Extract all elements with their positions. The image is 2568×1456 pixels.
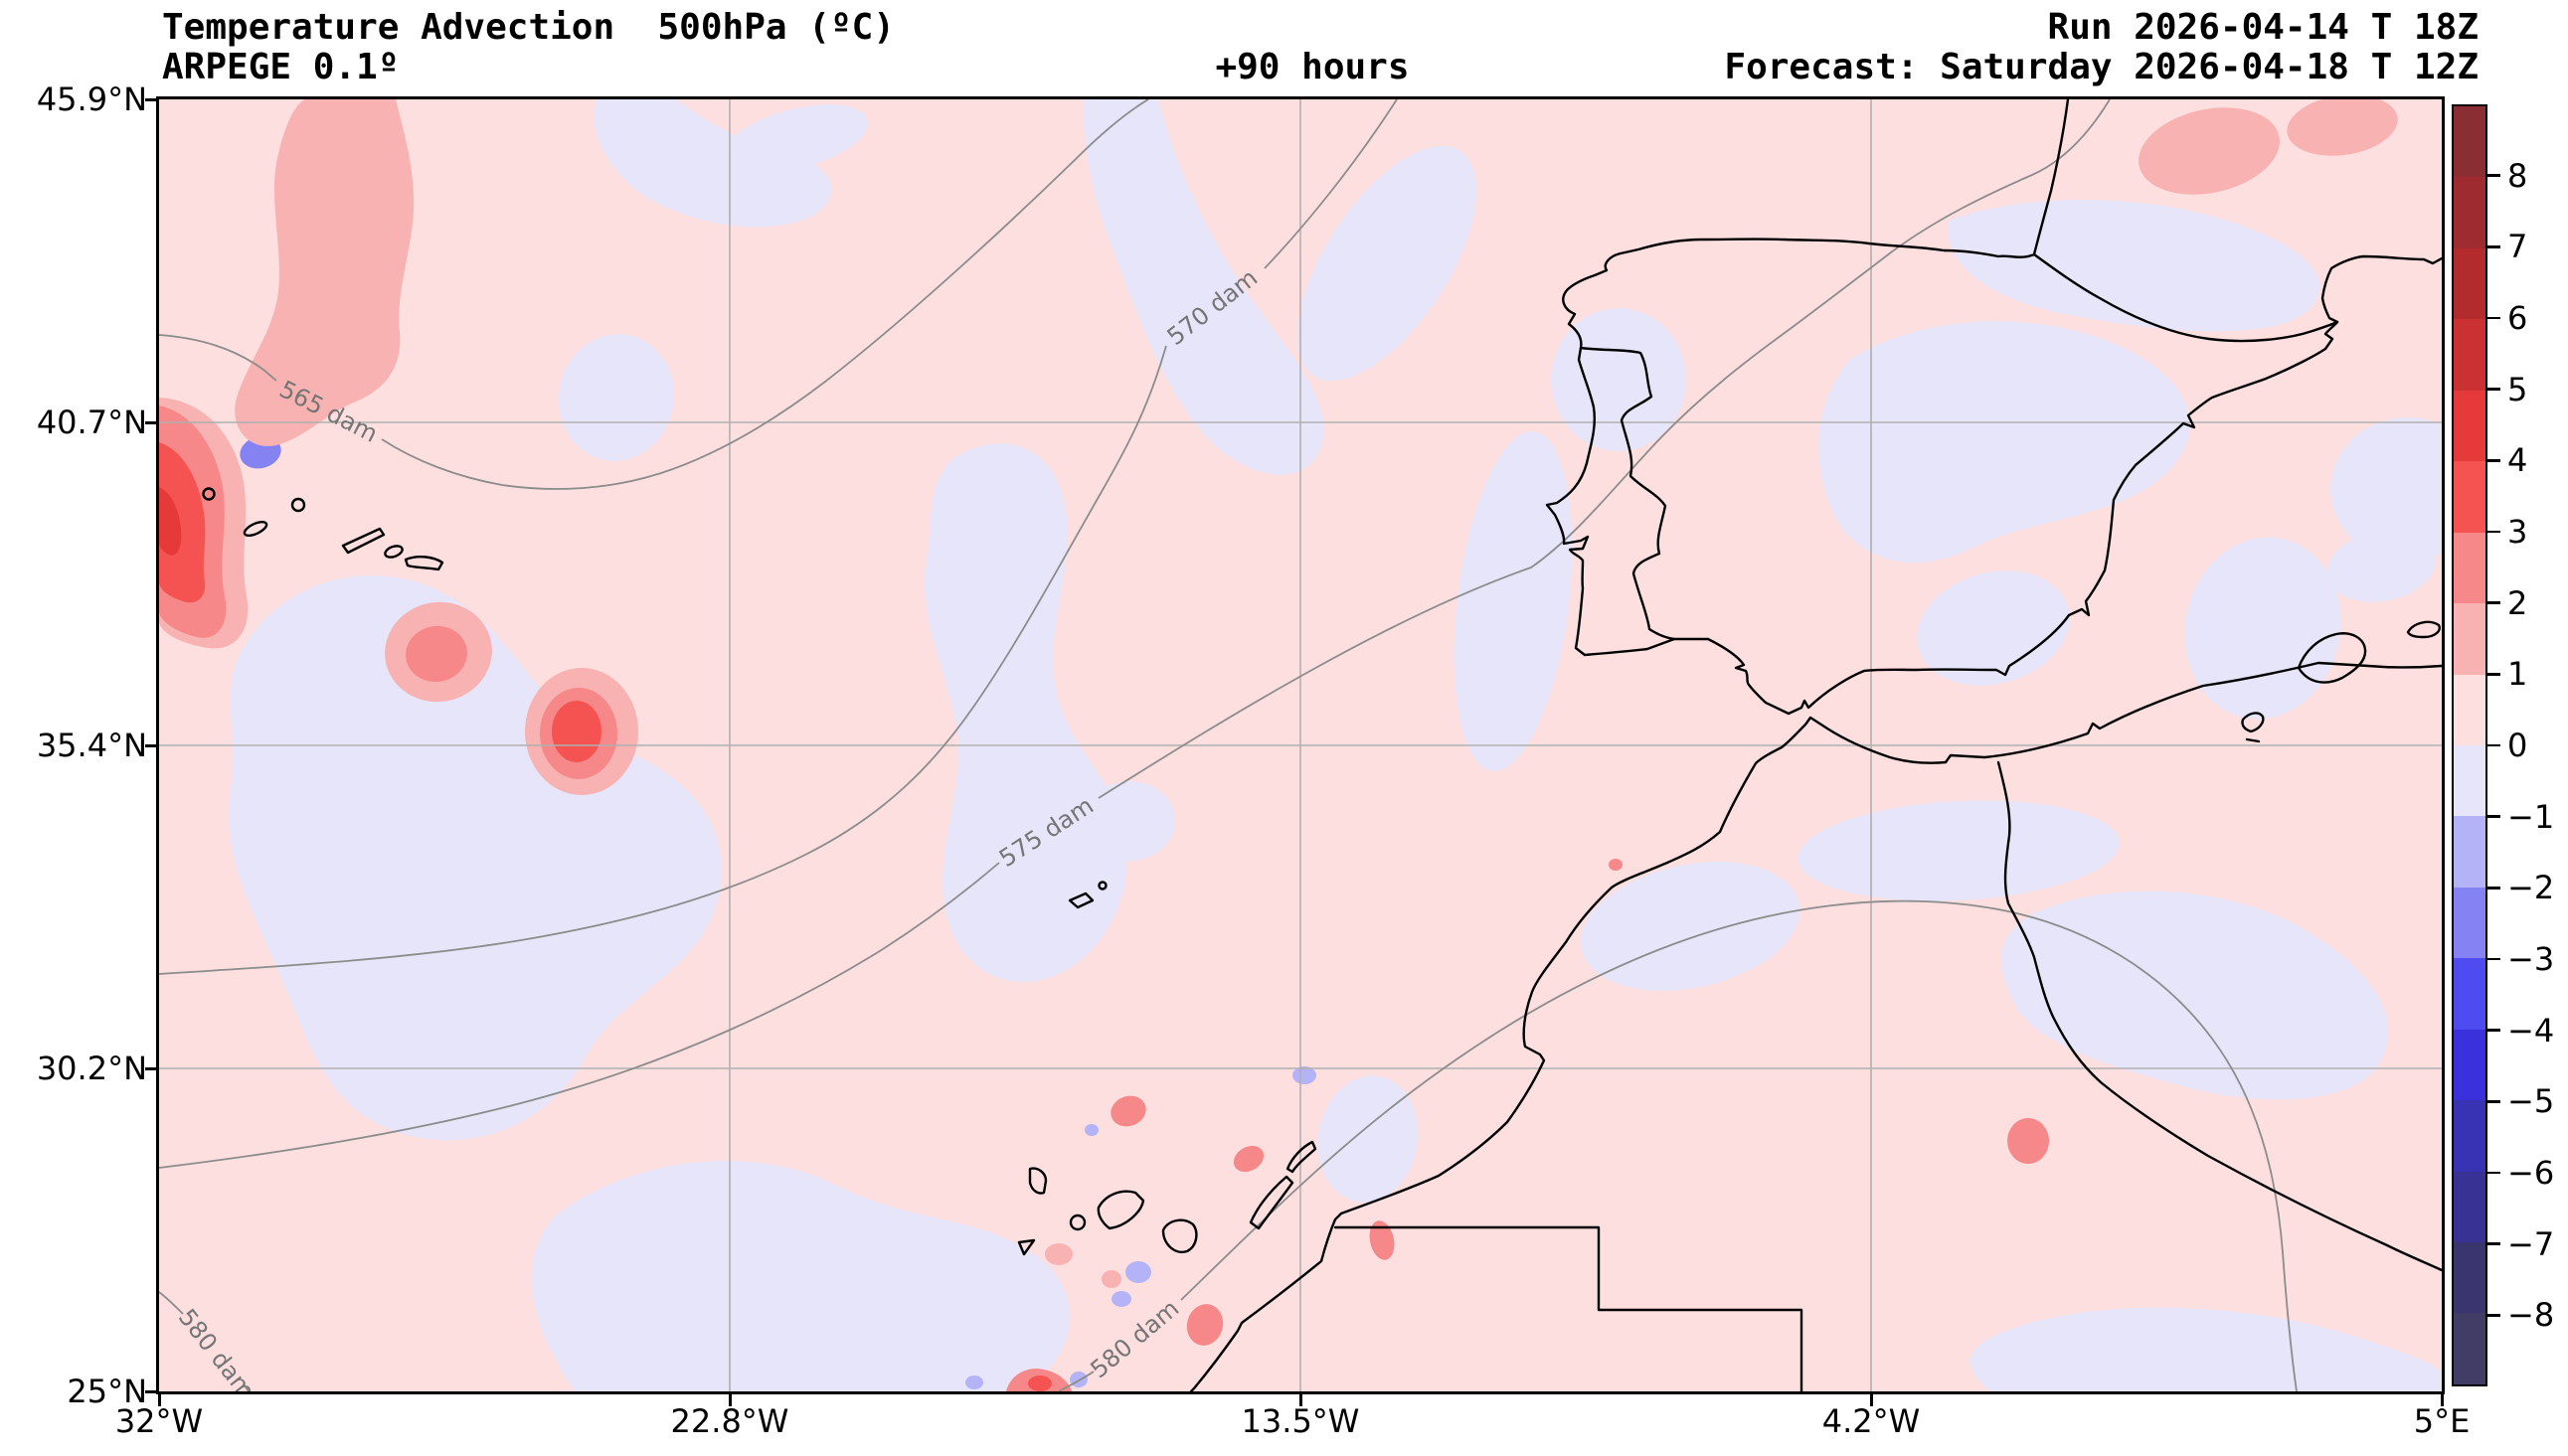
colorbar-tick [2487,887,2500,890]
colorbar-tick [2487,1100,2500,1103]
lead-time-label: +90 hours [1215,47,1410,87]
colorbar-segments [2454,106,2485,1384]
colorbar-tick [2487,815,2500,818]
colorbar-tick-label: 2 [2507,583,2528,622]
y-tick-label: 45.9°N [36,81,147,118]
colorbar-tick [2487,673,2500,676]
x-tick-label: 22.8°W [670,1402,789,1440]
colorbar-segment [2454,461,2485,533]
colorbar-tick-label: 0 [2507,727,2528,764]
colorbar-tick [2487,1029,2500,1032]
colorbar-segment [2454,744,2485,817]
colorbar-tick [2487,1242,2500,1245]
map-area: 565 dam 570 dam 575 dam 580 dam 580 dam [156,96,2445,1394]
y-axis-tick [145,421,157,424]
colorbar-tick-label: −6 [2507,1154,2555,1192]
map-svg: 565 dam 570 dam 575 dam 580 dam 580 dam [159,99,2442,1391]
colorbar-tick-label: 6 [2507,299,2528,337]
y-tick-label: 25°N [67,1373,147,1410]
colorbar-tick-label: −5 [2507,1082,2555,1121]
y-axis-tick [145,744,157,747]
colorbar-tick [2487,1314,2500,1317]
y-axis-tick [145,1390,157,1393]
colorbar-tick [2487,601,2500,604]
x-tick-label: 5°E [2413,1402,2471,1440]
colorbar-segment [2454,390,2485,462]
colorbar-tick [2487,459,2500,462]
colorbar-tick [2487,174,2500,177]
islands [202,487,2441,1256]
colorbar-tick-label: 5 [2507,370,2528,408]
colorbar-tick-label: −8 [2507,1296,2555,1335]
x-axis-tick [1870,1394,1873,1406]
colorbar-segment [2454,958,2485,1030]
colorbar-tick-label: 3 [2507,513,2528,551]
y-tick-label: 40.7°N [36,404,147,441]
gridlines [159,99,2442,1391]
colorbar-segment [2454,603,2485,675]
colorbar-segment [2454,1171,2485,1242]
x-tick-label: 32°W [114,1402,204,1440]
coastlines [1189,99,2442,1391]
colorbar-segment [2454,816,2485,888]
colorbar-segment [2454,887,2485,959]
x-axis-tick [2441,1394,2444,1406]
colorbar-tick [2487,388,2500,391]
colorbar-tick [2487,743,2500,747]
x-tick-label: 4.2°W [1821,1402,1921,1440]
colorbar-tick-label: 1 [2507,655,2528,694]
colorbar-tick-label: 8 [2507,156,2528,195]
x-axis-tick [729,1394,732,1406]
colorbar-segment [2454,1100,2485,1172]
colorbar-segment [2454,319,2485,391]
y-axis-tick [145,1067,157,1070]
x-axis-tick [1299,1394,1302,1406]
y-axis-tick [145,98,157,101]
colorbar-tick-label: −4 [2507,1011,2555,1050]
colorbar-tick-label: −7 [2507,1224,2555,1263]
colorbar-tick-label: 7 [2507,228,2528,266]
x-axis-tick [158,1394,161,1406]
colorbar-tick-label: −2 [2507,869,2555,907]
colorbar-tick [2487,316,2500,320]
colorbar-tick [2487,245,2500,248]
colorbar-segment [2454,532,2485,604]
colorbar-segment [2454,674,2485,745]
colorbar-tick [2487,1171,2500,1175]
colorbar-tick-label: 4 [2507,441,2528,480]
colorbar-tick-label: −3 [2507,940,2555,978]
run-label: Run 2026-04-14 T 18Z [2047,7,2479,48]
colorbar-segment [2454,1242,2485,1314]
colorbar-segment [2454,106,2485,178]
colorbar-segment [2454,177,2485,248]
colorbar-segment [2454,1313,2485,1384]
colorbar-tick-label: −1 [2507,797,2555,836]
colorbar-tick [2487,530,2500,534]
y-tick-label: 30.2°N [36,1050,147,1087]
y-tick-label: 35.4°N [36,727,147,764]
model-label: ARPEGE 0.1º [162,47,400,87]
colorbar-tick [2487,957,2500,961]
valid-time-label: Forecast: Saturday 2026-04-18 T 12Z [1724,47,2479,87]
colorbar-segment [2454,1029,2485,1101]
colorbar-segment [2454,247,2485,320]
colorbar [2452,104,2487,1386]
x-tick-label: 13.5°W [1241,1402,1360,1440]
chart-title: Temperature Advection 500hPa (ºC) [162,7,895,48]
